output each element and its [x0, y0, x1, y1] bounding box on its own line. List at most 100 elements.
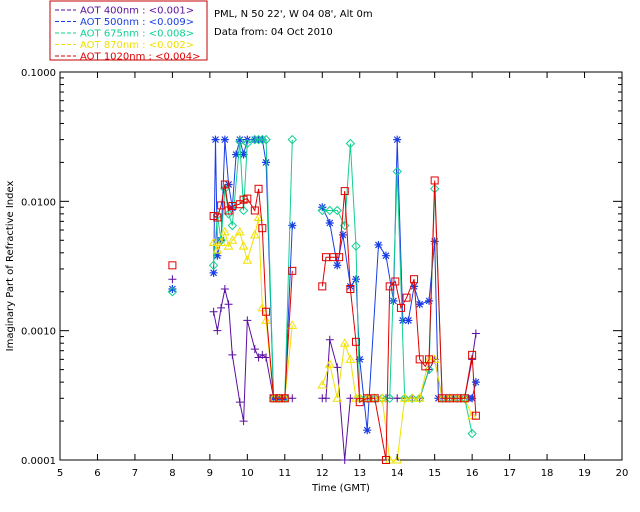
data-point — [287, 320, 298, 329]
x-tick-label: 19 — [578, 468, 591, 479]
data-point — [460, 394, 469, 403]
data-point — [430, 237, 439, 246]
data-point — [393, 135, 402, 144]
data-point — [217, 303, 226, 312]
data-point — [381, 456, 390, 464]
data-point — [234, 226, 245, 236]
data-point — [471, 329, 480, 338]
data-point — [322, 394, 331, 403]
data-point — [324, 359, 335, 368]
series-layer — [167, 134, 480, 464]
x-tick-label: 17 — [503, 468, 516, 479]
data-point — [224, 300, 233, 309]
data-point — [212, 245, 223, 254]
data-point — [280, 394, 289, 403]
data-point — [238, 205, 249, 216]
data-point — [235, 135, 244, 144]
data-point — [209, 307, 218, 316]
data-point — [389, 296, 398, 305]
data-point — [262, 353, 271, 362]
data-point — [325, 205, 335, 216]
data-point — [239, 150, 248, 159]
data-point — [239, 417, 248, 426]
data-point — [235, 136, 245, 147]
data-point — [211, 135, 220, 144]
series-1 — [168, 135, 480, 435]
data-point — [459, 393, 470, 402]
data-point — [227, 220, 238, 231]
data-point — [425, 355, 434, 364]
data-point — [410, 275, 419, 284]
data-point — [340, 456, 349, 464]
data-point — [253, 134, 264, 145]
data-point — [332, 205, 342, 216]
data-point — [430, 176, 439, 185]
legend: AOT 400nm : <0.001>AOT 500nm : <0.009>AO… — [49, 0, 208, 63]
series-line — [213, 139, 477, 431]
data-point — [216, 237, 226, 247]
x-tick-label: 7 — [132, 468, 138, 479]
data-point — [253, 212, 264, 221]
data-point — [275, 394, 284, 403]
data-point — [338, 230, 347, 239]
data-point — [220, 184, 230, 194]
data-point — [318, 282, 327, 291]
data-point — [261, 134, 271, 145]
data-point — [318, 203, 327, 212]
y-axis-title: Imaginary Part of Refractive Index — [5, 181, 16, 352]
x-tick-label: 13 — [353, 468, 366, 479]
data-point — [410, 282, 419, 291]
data-point — [243, 194, 252, 203]
data-point — [317, 380, 328, 389]
data-point — [238, 241, 249, 250]
x-tick-label: 11 — [278, 468, 291, 479]
data-point — [370, 394, 379, 403]
data-point — [250, 206, 259, 215]
data-point — [213, 251, 222, 260]
data-point — [392, 166, 402, 177]
data-point — [346, 284, 355, 293]
data-point — [404, 316, 413, 325]
data-point — [213, 326, 222, 335]
data-point — [223, 209, 234, 219]
data-point — [393, 394, 402, 403]
data-point — [269, 394, 278, 403]
data-point — [325, 335, 334, 344]
data-point — [288, 394, 297, 403]
data-point — [168, 275, 177, 284]
x-tick-label: 9 — [207, 468, 213, 479]
data-point — [262, 307, 271, 316]
data-point — [288, 221, 297, 230]
legend-label: AOT 400nm : <0.001> — [80, 6, 194, 17]
legend-label: AOT 870nm : <0.002> — [80, 40, 194, 51]
legend-label: AOT 500nm : <0.009> — [80, 17, 194, 28]
data-point — [232, 150, 241, 159]
data-point — [242, 255, 253, 264]
data-point — [415, 300, 424, 309]
data-point — [362, 393, 373, 402]
data-point — [219, 226, 230, 236]
data-point — [227, 235, 238, 244]
data-point — [261, 315, 271, 324]
axis-layer: 5 6 7 8 9 10 11 12 13 14 15 16 17 18 19 20 0.0001 0.0010 0… — [21, 68, 628, 479]
x-tick-label: 14 — [391, 468, 404, 479]
data-point — [208, 260, 219, 271]
data-point — [437, 393, 448, 402]
data-point — [351, 337, 360, 346]
location-text: PML, N 50 22', W 04 08', Alt 0m — [214, 9, 373, 20]
data-point — [355, 355, 364, 364]
x-tick-label: 18 — [541, 468, 554, 479]
data-point — [345, 138, 356, 149]
data-point — [374, 240, 383, 249]
x-tick-label: 15 — [428, 468, 441, 479]
legend-label: AOT 1020nm : <0.004> — [80, 52, 200, 63]
data-point — [333, 363, 342, 372]
data-point — [333, 261, 342, 270]
data-point — [471, 411, 480, 420]
data-point — [213, 213, 222, 222]
data-point — [243, 316, 252, 325]
data-point — [287, 134, 298, 145]
legend-label: AOT 675nm : <0.008> — [80, 29, 194, 40]
data-point — [250, 345, 259, 354]
